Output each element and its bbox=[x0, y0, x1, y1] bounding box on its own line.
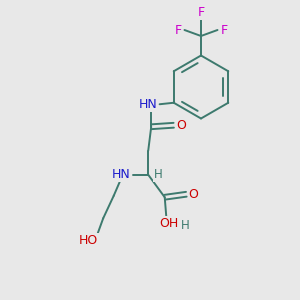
Text: H: H bbox=[153, 168, 162, 181]
Text: H: H bbox=[180, 219, 189, 232]
Text: HO: HO bbox=[79, 234, 98, 247]
Text: F: F bbox=[220, 23, 228, 37]
Text: HN: HN bbox=[112, 168, 130, 181]
Text: OH: OH bbox=[159, 217, 178, 230]
Text: O: O bbox=[177, 119, 187, 132]
Text: HN: HN bbox=[139, 98, 158, 111]
Text: F: F bbox=[174, 23, 182, 37]
Text: O: O bbox=[189, 188, 199, 201]
Text: F: F bbox=[197, 6, 205, 20]
